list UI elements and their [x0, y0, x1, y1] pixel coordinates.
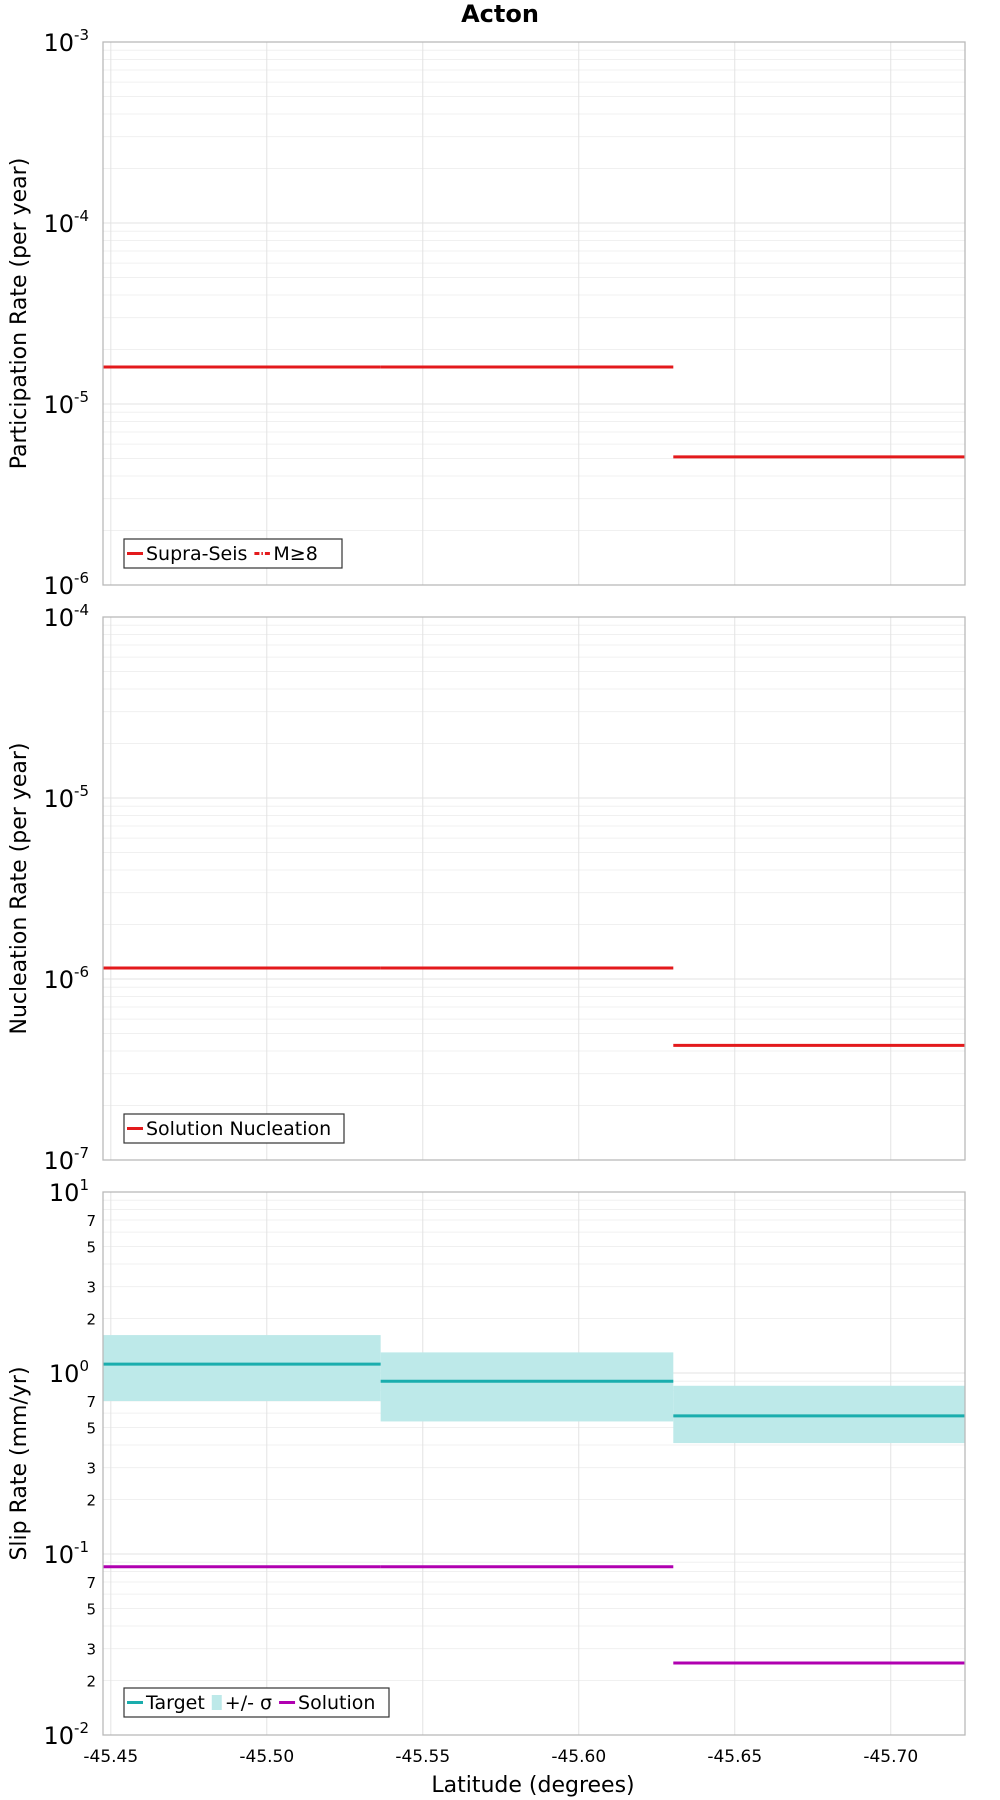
plot-frame	[102, 616, 966, 1161]
y-tick-label: 10-7	[43, 1144, 89, 1175]
x-tick-labels: -45.45 -45.50 -45.55 -45.60 -45.65 -45.70	[83, 1747, 918, 1767]
y-minor-tick-label: 5	[86, 1419, 96, 1437]
y-minor-tick-label: 5	[86, 1238, 96, 1256]
panel-3: 10-2 10-1 100 101 2 3 5 7 2 3 5 7 2 3 5 7 Slip Rate (mm/…	[7, 1176, 966, 1750]
y-tick-label: 10-6	[43, 569, 89, 600]
y-tick-label: 10-4	[43, 601, 89, 632]
uncertainty-band	[103, 1335, 381, 1402]
y-minor-tick-label: 7	[86, 1574, 96, 1592]
legend-box	[123, 538, 343, 569]
y-minor-tick-label: 3	[86, 1279, 96, 1297]
y-axis-label: Participation Rate (per year)	[7, 158, 32, 470]
chart-title: Acton	[461, 0, 539, 28]
legend-entry-label: Solution	[298, 1692, 375, 1714]
legend-box	[123, 1113, 345, 1144]
y-minor-tick-label: 3	[86, 1641, 96, 1659]
x-tick-label: -45.50	[239, 1747, 294, 1767]
panel-1: 10-6 10-5 10-4 10-3 Participation Rate (per …	[7, 26, 966, 600]
x-tick-label: -45.45	[83, 1747, 138, 1767]
y-tick-label: 101	[49, 1176, 89, 1207]
plot-frame	[102, 41, 966, 586]
y-minor-tick-label: 5	[86, 1600, 96, 1618]
x-tick-label: -45.60	[551, 1747, 606, 1767]
legend: Target +/- σ Solution	[123, 1687, 390, 1718]
y-tick-label: 10-6	[43, 963, 89, 994]
x-tick-label: -45.70	[863, 1747, 918, 1767]
legend: Solution Nucleation	[123, 1113, 345, 1144]
legend-swatch-band	[211, 1695, 222, 1710]
y-minor-tick-label: 7	[86, 1393, 96, 1411]
legend-entry-label: +/- σ	[225, 1692, 272, 1714]
y-tick-label: 10-3	[43, 26, 89, 57]
x-axis-label: Latitude (degrees)	[431, 1773, 634, 1798]
y-tick-label: 10-4	[43, 207, 89, 238]
y-minor-tick-label: 2	[86, 1311, 96, 1329]
y-tick-label: 10-5	[43, 782, 89, 813]
uncertainty-band	[380, 1352, 674, 1422]
y-axis-label: Slip Rate (mm/yr)	[7, 1366, 32, 1560]
panel-2: 10-7 10-6 10-5 10-4 Nucleation Rate (per yea…	[7, 601, 966, 1175]
x-tick-label: -45.65	[707, 1747, 762, 1767]
y-tick-label: 10-2	[43, 1719, 89, 1750]
y-minor-tick-label: 2	[86, 1492, 96, 1510]
legend-entry-label: Supra-Seis	[146, 543, 247, 565]
y-axis-label: Nucleation Rate (per year)	[7, 743, 32, 1035]
y-minor-tick-label: 3	[86, 1460, 96, 1478]
x-tick-label: -45.55	[395, 1747, 450, 1767]
legend-entry-label: Solution Nucleation	[146, 1118, 331, 1140]
legend-box	[123, 1687, 390, 1718]
legend-entry-label: Target	[145, 1692, 205, 1714]
y-minor-tick-label: 2	[86, 1673, 96, 1691]
legend-entry-label: M≥8	[273, 543, 317, 565]
y-minor-tick-label: 7	[86, 1212, 96, 1230]
legend: Supra-Seis M≥8	[123, 538, 343, 569]
y-tick-label: 10-5	[43, 388, 89, 419]
y-tick-label: 100	[49, 1357, 89, 1388]
y-tick-label: 10-1	[43, 1538, 89, 1569]
plot-frame	[102, 1191, 966, 1736]
